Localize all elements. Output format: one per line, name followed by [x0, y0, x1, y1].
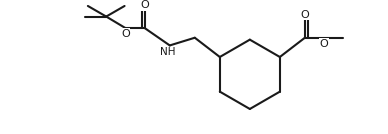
Text: NH: NH — [160, 47, 176, 57]
Text: O: O — [121, 29, 130, 39]
Text: O: O — [300, 10, 309, 20]
Text: O: O — [140, 0, 149, 10]
Text: O: O — [320, 38, 329, 49]
